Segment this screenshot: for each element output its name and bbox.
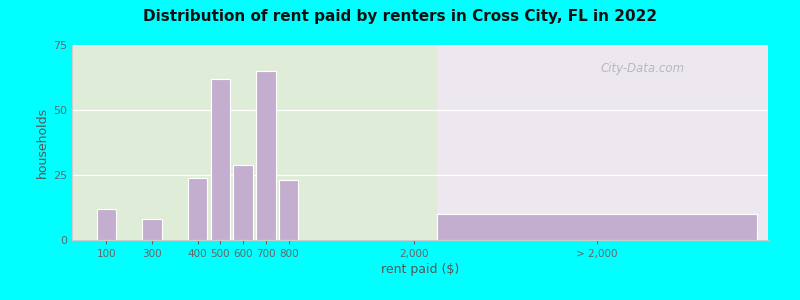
Bar	[72, 45, 437, 240]
Bar	[142, 219, 162, 240]
Bar	[279, 180, 298, 240]
X-axis label: rent paid ($): rent paid ($)	[381, 263, 459, 276]
Bar	[256, 71, 276, 240]
Bar	[97, 209, 116, 240]
Bar	[188, 178, 207, 240]
Text: City-Data.com: City-Data.com	[601, 62, 685, 75]
Text: Distribution of rent paid by renters in Cross City, FL in 2022: Distribution of rent paid by renters in …	[143, 9, 657, 24]
Bar	[437, 45, 768, 240]
Y-axis label: households: households	[36, 107, 49, 178]
Bar	[234, 165, 253, 240]
Bar	[210, 79, 230, 240]
Bar	[437, 214, 757, 240]
